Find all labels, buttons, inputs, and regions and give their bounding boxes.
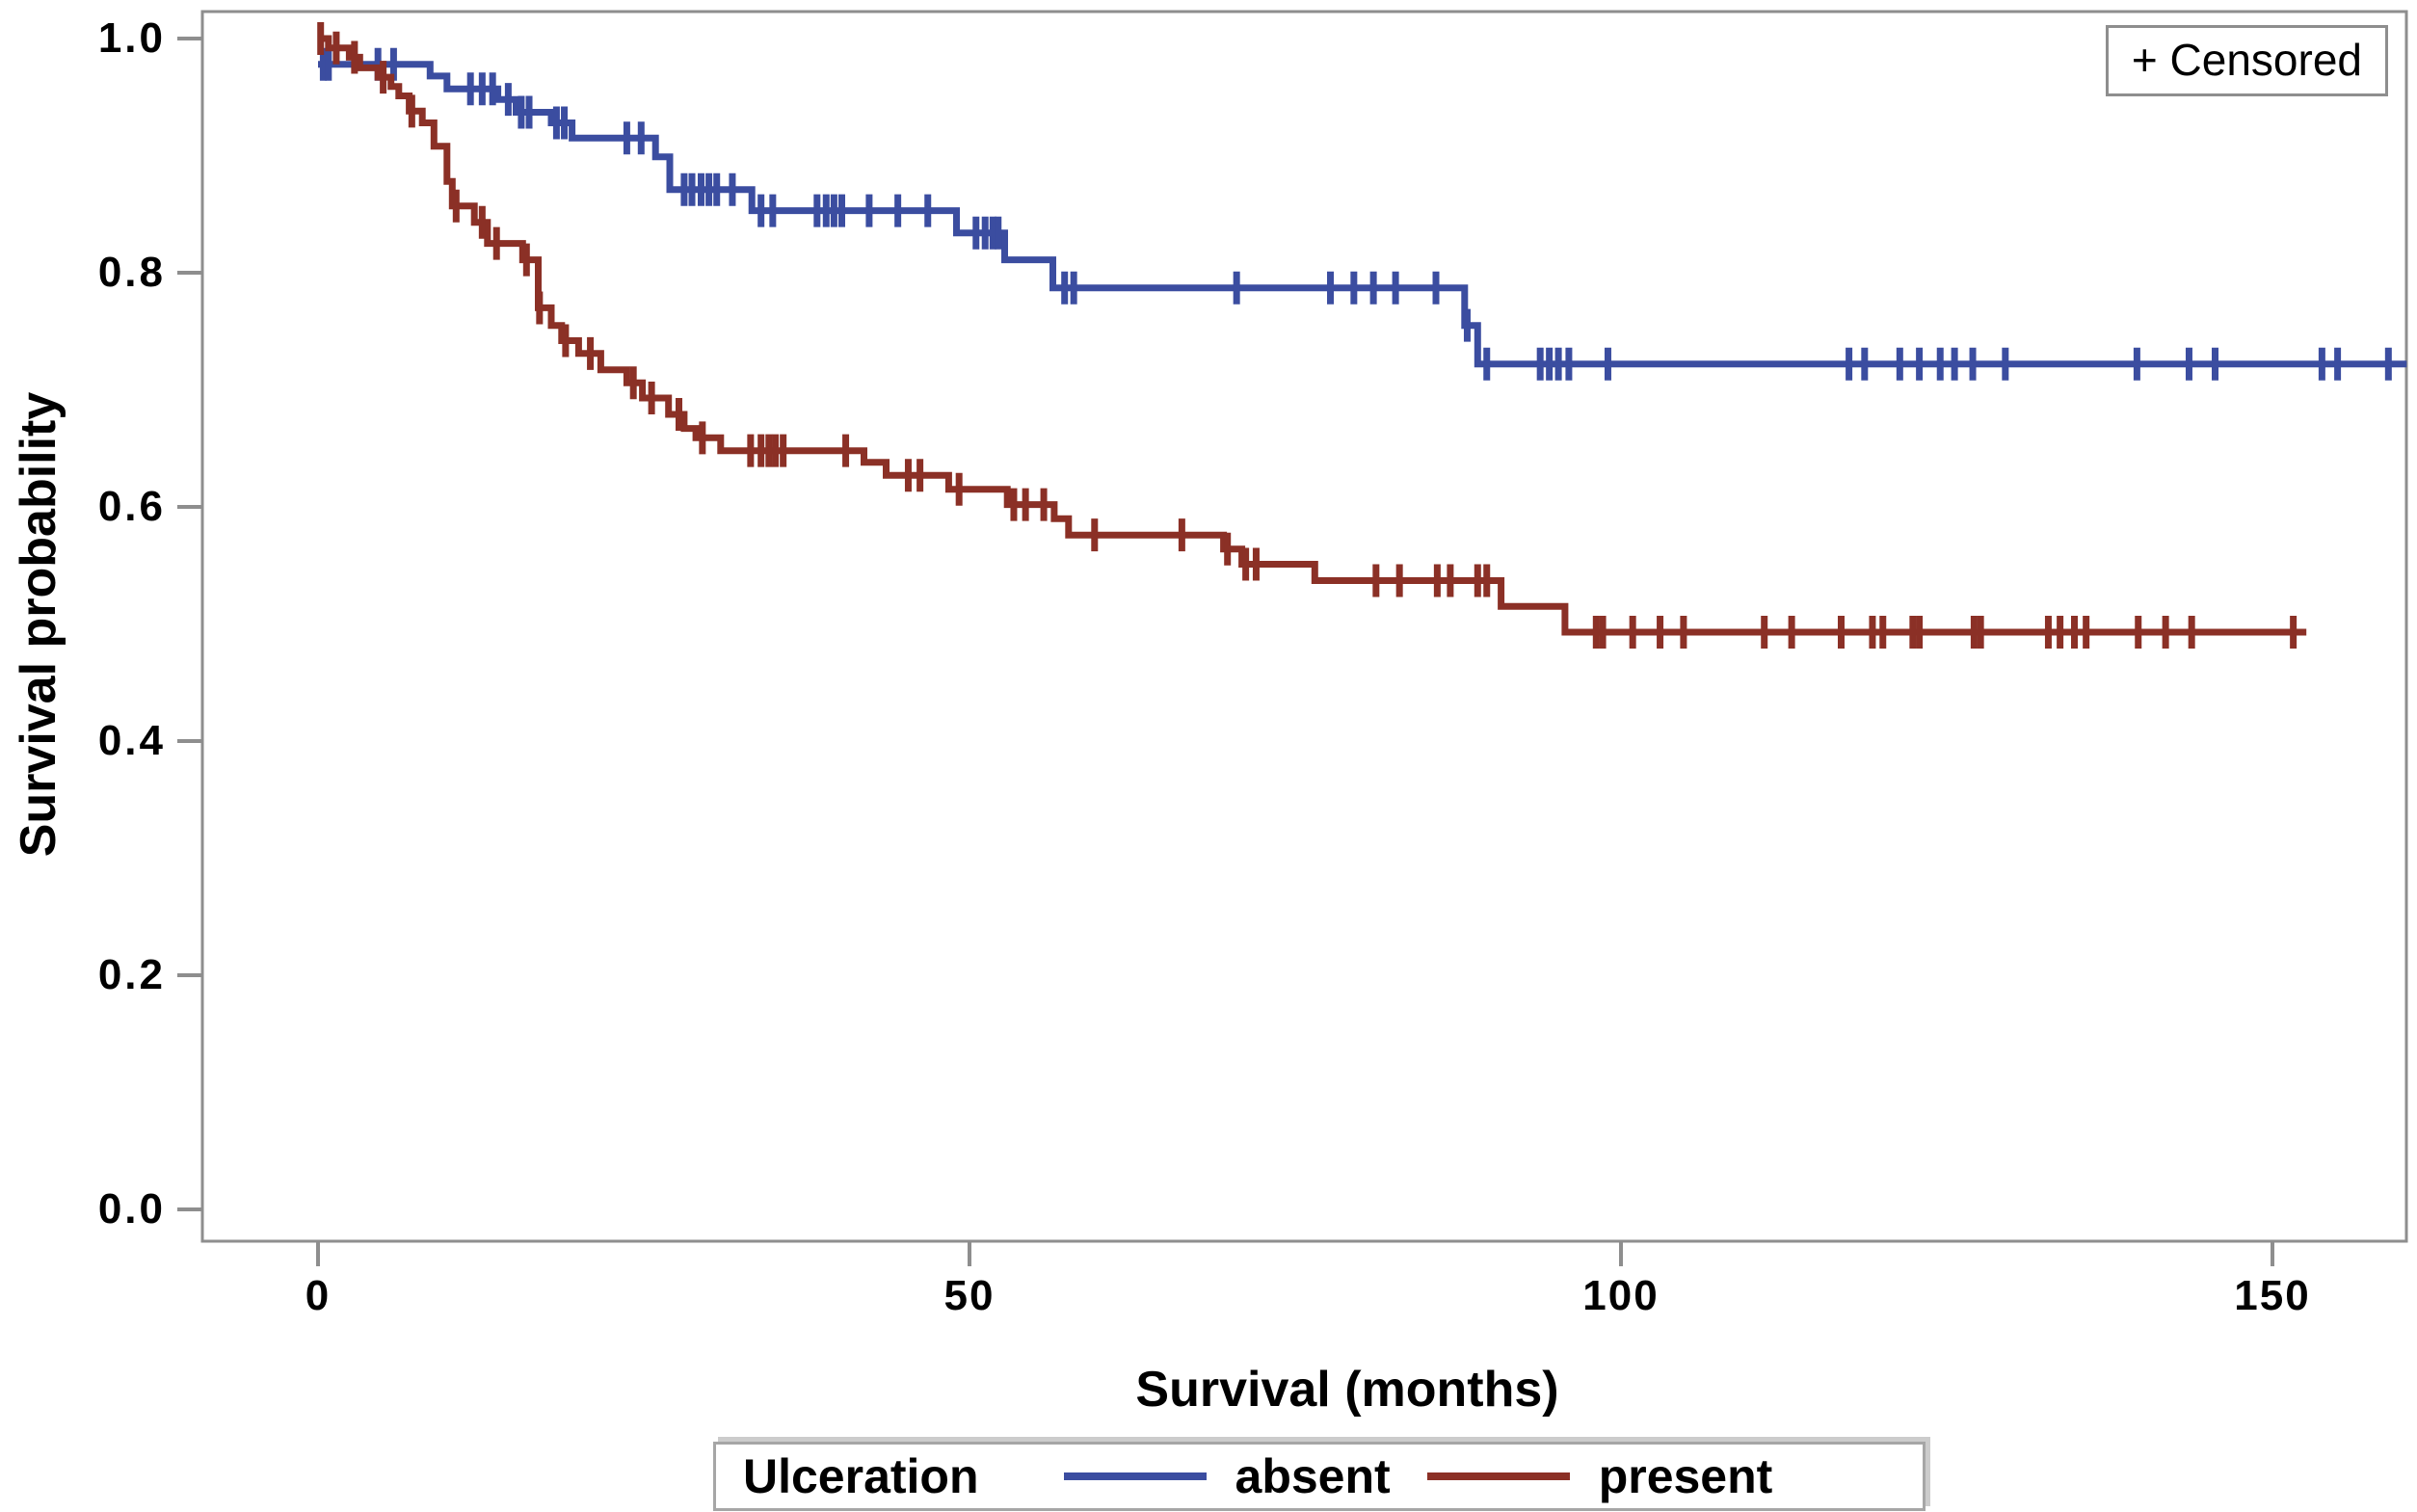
legend-line-present <box>1426 1472 1570 1480</box>
y-tick-label: 0.4 <box>97 717 166 764</box>
legend-title: Ulceration <box>743 1449 979 1503</box>
legend-line-absent <box>1063 1472 1207 1480</box>
plot-frame <box>200 10 2408 1243</box>
legend-label-present: present <box>1598 1449 1773 1503</box>
survival-curve-present <box>318 35 2307 636</box>
y-tick-label: 1.0 <box>97 14 166 62</box>
x-axis-title: Survival (months) <box>1135 1362 1559 1418</box>
x-tick-label: 150 <box>2234 1272 2311 1319</box>
y-tick-label: 0.0 <box>97 1185 166 1233</box>
y-tick-label: 0.6 <box>97 483 166 530</box>
series-legend: Ulceration absent present <box>713 1442 1926 1511</box>
x-tick-label: 50 <box>943 1272 996 1319</box>
x-tick-label: 0 <box>305 1272 332 1319</box>
x-tick-label: 100 <box>1582 1272 1660 1319</box>
y-axis-title: Survival probability <box>11 391 66 858</box>
legend-label-absent: absent <box>1235 1449 1391 1503</box>
y-tick-label: 0.2 <box>97 951 166 998</box>
survival-curve-absent <box>318 61 2407 368</box>
y-tick-label: 0.8 <box>97 249 166 296</box>
censored-legend-box: + Censored <box>2105 25 2388 96</box>
